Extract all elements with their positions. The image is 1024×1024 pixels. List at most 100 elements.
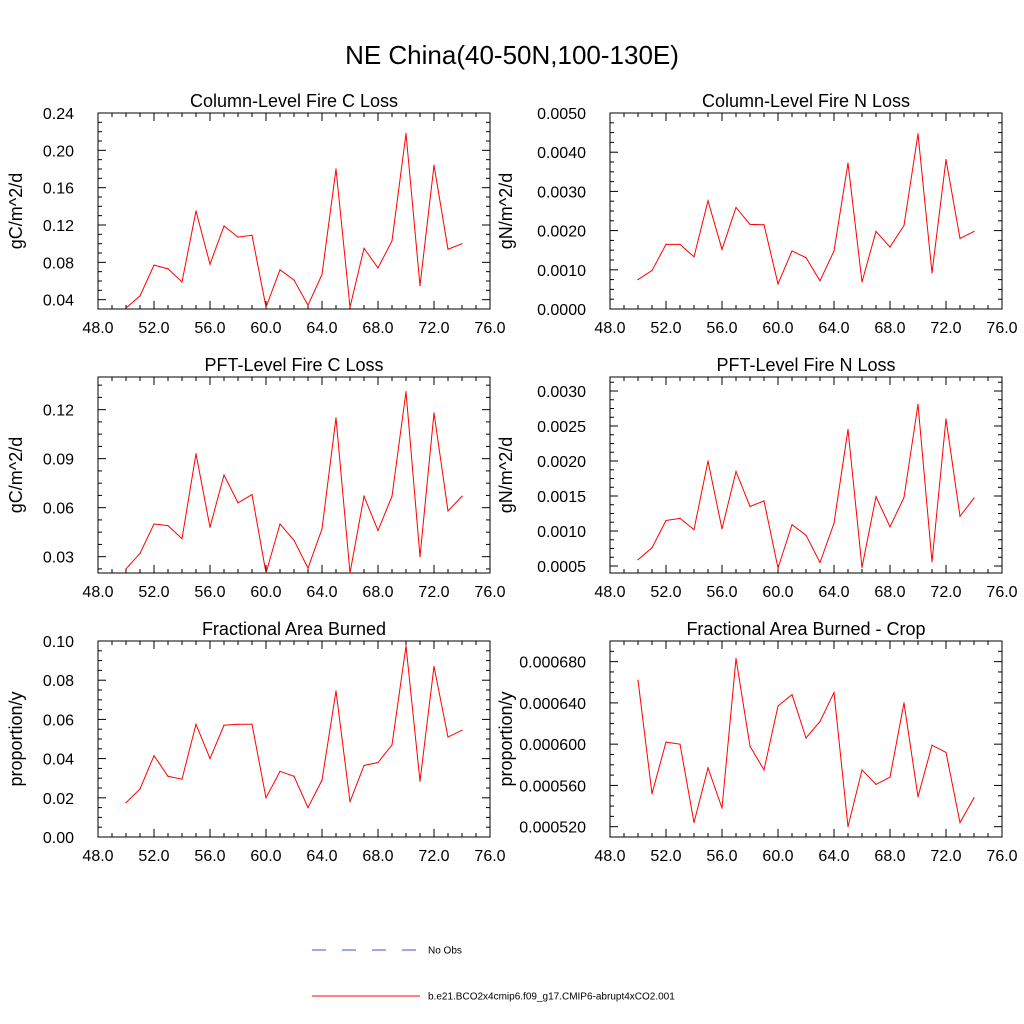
data-point	[153, 264, 155, 266]
data-point	[763, 769, 765, 771]
data-point	[889, 526, 891, 528]
data-point	[875, 783, 877, 785]
data-point	[959, 237, 961, 240]
y-tick-label: 0.0015	[537, 489, 586, 506]
y-tick-label: 0.0020	[537, 454, 586, 471]
x-tick-label: 68.0	[874, 584, 905, 601]
y-tick-label: 0.24	[43, 106, 74, 123]
data-point	[973, 230, 975, 232]
main-title: NE China(40-50N,100-130E)	[345, 40, 679, 70]
data-point	[763, 224, 765, 226]
data-point	[847, 162, 849, 164]
x-tick-label: 68.0	[362, 320, 393, 337]
x-tick-label: 48.0	[594, 320, 625, 337]
panel-4: PFT-Level Fire N Loss 48.0 52.0 56.0 60.0 64.…	[496, 355, 1018, 601]
x-tick-label: 64.0	[306, 848, 337, 865]
data-point	[763, 500, 765, 502]
data-point	[433, 412, 435, 414]
data-point	[819, 720, 821, 723]
y-tick-label: 0.0005	[537, 559, 586, 576]
data-point	[125, 568, 127, 570]
x-tick-label: 68.0	[362, 584, 393, 601]
panel-title: PFT-Level Fire C Loss	[204, 355, 383, 375]
data-point	[959, 515, 961, 517]
data-point	[349, 801, 351, 803]
data-point	[847, 826, 849, 828]
x-tick-label: 76.0	[986, 848, 1017, 865]
data-point	[167, 268, 169, 270]
data-point	[321, 273, 323, 276]
x-tick-label: 76.0	[986, 584, 1017, 601]
y-tick-label: 0.04	[43, 752, 74, 769]
data-point	[307, 304, 309, 306]
x-tick-label: 60.0	[250, 848, 281, 865]
x-tick-label: 60.0	[762, 320, 793, 337]
data-point	[139, 788, 141, 790]
data-point	[279, 523, 281, 525]
data-point	[419, 556, 421, 558]
data-point	[637, 279, 639, 281]
panel-title: Column-Level Fire C Loss	[190, 91, 398, 111]
data-point	[181, 281, 183, 283]
y-axis-label: proportion/y	[6, 691, 26, 786]
data-point	[903, 224, 905, 227]
series-line	[637, 133, 975, 286]
data-point	[209, 758, 211, 760]
y-tick-label: 0.0030	[537, 384, 586, 401]
data-point	[651, 269, 653, 272]
data-point	[749, 505, 751, 508]
x-tick-label: 60.0	[762, 584, 793, 601]
data-point	[791, 524, 793, 526]
data-point	[349, 306, 351, 308]
data-point	[973, 797, 975, 799]
data-point	[721, 807, 723, 809]
data-point	[125, 802, 127, 804]
x-tick-label: 56.0	[706, 320, 737, 337]
data-point	[749, 223, 751, 225]
data-point	[321, 779, 323, 781]
x-tick-label: 76.0	[986, 320, 1017, 337]
series-line	[125, 391, 463, 574]
y-tick-label: 0.20	[43, 143, 74, 160]
data-point	[377, 761, 379, 764]
series-line	[125, 645, 463, 809]
x-tick-label: 64.0	[818, 848, 849, 865]
data-point	[181, 778, 183, 780]
data-point	[777, 283, 779, 285]
y-tick-label: 0.0050	[537, 106, 586, 123]
y-tick-label: 0.06	[43, 501, 74, 518]
y-tick-label: 0.0040	[537, 145, 586, 162]
data-point	[749, 745, 751, 747]
data-point	[721, 528, 723, 530]
data-point	[665, 519, 667, 522]
data-point	[209, 526, 211, 528]
x-tick-label: 76.0	[474, 584, 505, 601]
data-point	[805, 534, 807, 536]
data-point	[735, 470, 737, 473]
data-point	[679, 243, 681, 245]
data-point	[293, 539, 295, 541]
data-point	[805, 737, 807, 739]
data-point	[321, 528, 323, 530]
data-point	[139, 552, 141, 555]
data-point	[237, 723, 239, 725]
data-point	[861, 566, 863, 569]
y-tick-label: 0.06	[43, 712, 74, 729]
data-point	[833, 522, 835, 524]
data-point	[651, 547, 653, 549]
y-tick-label: 0.12	[43, 218, 74, 235]
data-point	[307, 567, 309, 569]
data-point	[195, 210, 197, 212]
data-point	[237, 502, 239, 504]
data-point	[637, 679, 639, 681]
panel-title: Fractional Area Burned	[202, 619, 386, 639]
data-point	[945, 751, 947, 754]
data-point	[959, 821, 961, 824]
y-tick-label: 0.16	[43, 181, 74, 198]
data-point	[707, 460, 709, 462]
y-tick-label: 0.000680	[519, 655, 586, 672]
x-tick-label: 52.0	[138, 320, 169, 337]
panel-1: Column-Level Fire C Loss 48.0 52.0 56.0 60.0…	[6, 91, 506, 337]
y-tick-label: 0.00	[43, 830, 74, 847]
data-point	[819, 280, 821, 282]
